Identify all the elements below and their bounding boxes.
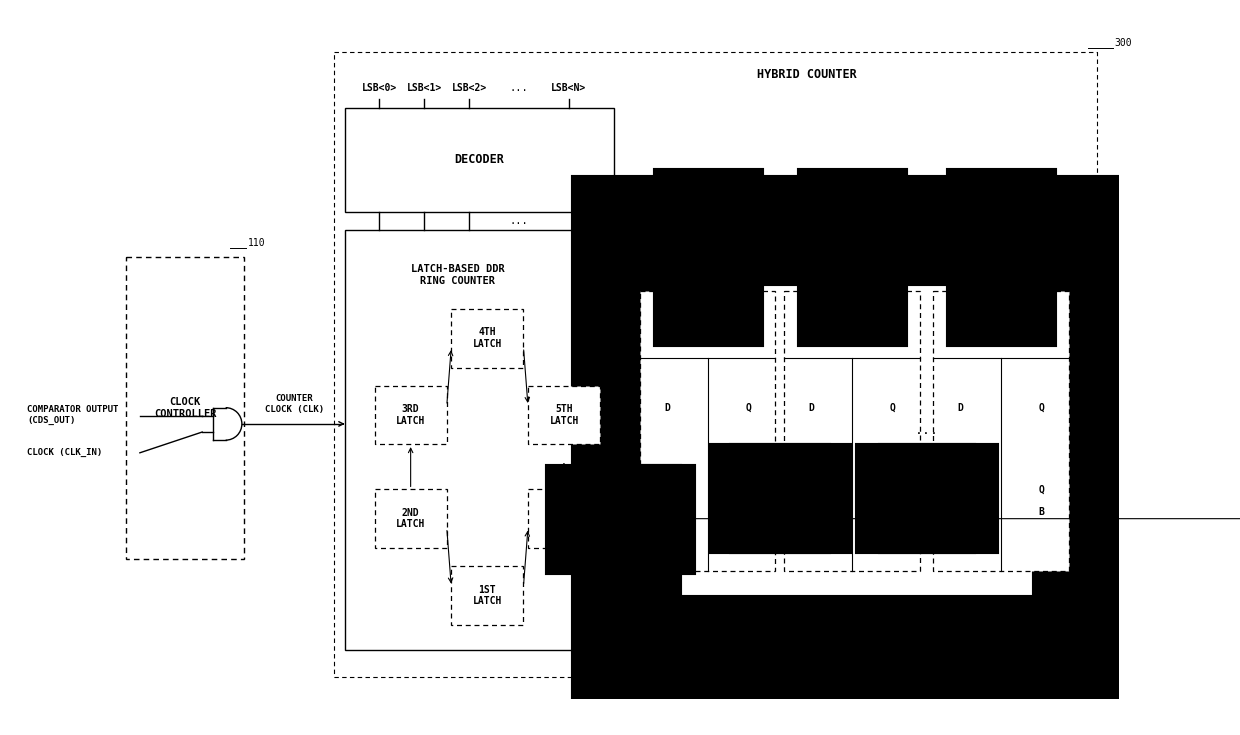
Text: B: B	[745, 507, 751, 517]
Bar	[784, 291, 920, 570]
Text: Q: Q	[889, 484, 895, 495]
Text: Q: Q	[745, 484, 751, 495]
Text: :: :	[560, 460, 568, 473]
Bar	[640, 291, 775, 570]
Bar	[528, 490, 600, 548]
Text: 110: 110	[248, 238, 265, 248]
Text: SET: SET	[699, 320, 717, 330]
Text: COUNTER
CLOCK (CLK): COUNTER CLOCK (CLK)	[264, 395, 324, 414]
Text: 330: 330	[983, 180, 1001, 190]
Text: 300: 300	[1115, 38, 1132, 48]
Text: LSB<N>: LSB<N>	[551, 83, 587, 93]
Text: DECODER: DECODER	[454, 154, 505, 166]
Text: ...: ...	[510, 216, 528, 226]
Bar	[345, 108, 614, 212]
Text: Q: Q	[1039, 403, 1044, 413]
Text: LSB<1>: LSB<1>	[407, 83, 441, 93]
Bar	[451, 309, 523, 368]
Text: ...: ...	[510, 83, 528, 93]
Text: CLOCK (CLK_IN): CLOCK (CLK_IN)	[27, 448, 103, 457]
Text: 3RD
LATCH: 3RD LATCH	[396, 404, 425, 426]
Text: ...: ...	[918, 205, 936, 215]
Text: B: B	[1039, 507, 1044, 517]
Text: COMPARATOR OUTPUT
(CDS_OUT): COMPARATOR OUTPUT (CDS_OUT)	[27, 405, 119, 425]
Text: MSB<1>: MSB<1>	[835, 205, 869, 215]
Text: BINARY COUNTER: BINARY COUNTER	[812, 617, 900, 628]
Text: B: B	[889, 507, 895, 517]
Text: Q: Q	[1039, 484, 1044, 495]
Bar	[451, 566, 523, 625]
Bar	[528, 386, 600, 444]
Bar	[126, 257, 244, 559]
Polygon shape	[764, 482, 796, 514]
Text: N
LATCH: N LATCH	[549, 508, 579, 529]
Text: Q: Q	[745, 403, 751, 413]
Text: SET: SET	[843, 320, 861, 330]
Bar	[626, 230, 1086, 650]
Text: 1ST
LATCH: 1ST LATCH	[472, 584, 502, 606]
Text: MSB<N>: MSB<N>	[983, 205, 1018, 215]
Text: LSB<0>: LSB<0>	[361, 83, 397, 93]
Bar	[345, 230, 614, 650]
Text: LSB<2>: LSB<2>	[451, 83, 487, 93]
Text: 310: 310	[619, 229, 636, 240]
Bar	[374, 386, 446, 444]
Text: 2ND
LATCH: 2ND LATCH	[396, 508, 425, 529]
Text: 5TH
LATCH: 5TH LATCH	[549, 404, 579, 426]
Text: HYBRID COUNTER: HYBRID COUNTER	[756, 68, 857, 81]
Text: D: D	[957, 403, 963, 413]
Bar	[934, 291, 1069, 570]
Text: MSB<0>: MSB<0>	[689, 205, 725, 215]
Text: 320: 320	[619, 202, 636, 212]
Bar	[334, 52, 1096, 677]
Polygon shape	[910, 482, 942, 514]
Bar	[374, 490, 446, 548]
Text: D: D	[808, 403, 815, 413]
Text: CLOCK
CONTROLLER: CLOCK CONTROLLER	[154, 398, 216, 419]
Text: D: D	[665, 403, 670, 413]
Text: Q: Q	[889, 403, 895, 413]
Text: LATCH-BASED DDR
RING COUNTER: LATCH-BASED DDR RING COUNTER	[410, 264, 505, 286]
Text: 4TH
LATCH: 4TH LATCH	[472, 327, 502, 349]
Text: ...: ...	[914, 424, 939, 437]
Text: SET: SET	[992, 320, 1009, 330]
